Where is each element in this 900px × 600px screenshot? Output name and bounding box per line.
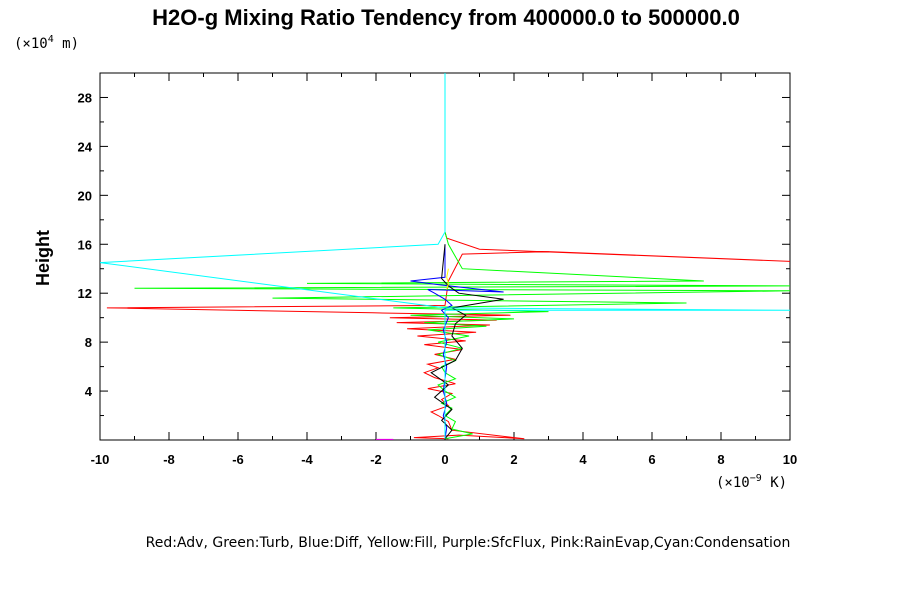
x-tick-label: 0 — [441, 452, 448, 467]
series-line-blue — [410, 244, 504, 439]
series-line-black — [430, 244, 504, 440]
series-line-yellow — [446, 268, 449, 290]
x-tick-label: -4 — [301, 452, 313, 467]
y-tick-label: 28 — [78, 90, 92, 105]
y-tick-label: 12 — [78, 286, 92, 301]
legend-text: Red:Adv, Green:Turb, Blue:Diff, Yellow:F… — [146, 535, 791, 551]
x-unit-label: (×10−9 K) — [716, 473, 787, 491]
x-tick-label: 8 — [717, 452, 724, 467]
x-tick-label: -10 — [91, 452, 110, 467]
y-tick-label: 16 — [78, 237, 92, 252]
series-group — [100, 73, 790, 440]
y-tick-label: 24 — [78, 139, 93, 154]
x-tick-label: -8 — [163, 452, 175, 467]
x-tick-label: 2 — [510, 452, 517, 467]
x-tick-label: 6 — [648, 452, 655, 467]
x-tick-label: 10 — [783, 452, 797, 467]
y-tick-label: 20 — [78, 188, 92, 203]
series-line-red — [106, 231, 790, 440]
x-tick-label: -2 — [370, 452, 382, 467]
y-unit-label: (×104 m) — [14, 34, 79, 52]
series-line-green — [134, 231, 790, 440]
y-axis-label: Height — [33, 230, 53, 286]
x-tick-label: 4 — [579, 452, 587, 467]
series-line-cyan — [100, 73, 790, 439]
x-tick-label: -6 — [232, 452, 244, 467]
y-tick-label: 8 — [85, 335, 92, 350]
chart-title: H2O-g Mixing Ratio Tendency from 400000.… — [152, 5, 740, 30]
y-tick-label: 4 — [85, 384, 93, 399]
